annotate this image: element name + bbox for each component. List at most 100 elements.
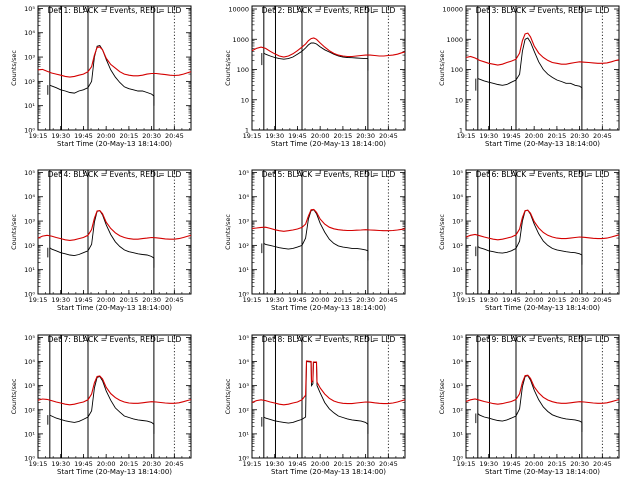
series-line-black (263, 42, 368, 60)
x-tick-label: 19:15 (243, 460, 262, 468)
y-axis-label: Counts/sec (438, 214, 446, 250)
y-tick-label: 10³ (452, 218, 463, 226)
x-tick-label: 20:15 (548, 132, 567, 140)
x-axis-label: Start Time (20-May-13 18:14:00) (271, 140, 386, 148)
y-axis-label: Counts/sec (224, 50, 232, 86)
panel-title: Det 1: BLACK = Events, RED = LLD (48, 6, 182, 15)
x-tick-label: 19:15 (29, 460, 48, 468)
detector-panel: Det 4: BLACK = Events, RED = LLD Counts/s… (10, 169, 192, 312)
y-tick-label: 10⁵ (452, 334, 463, 342)
x-tick-label: 20:45 (593, 296, 612, 304)
y-tick-label: 10¹ (238, 430, 249, 438)
y-tick-label: 10² (24, 242, 35, 250)
y-tick-label: 10⁰ (24, 127, 35, 135)
y-tick-label: 10⁰ (238, 455, 249, 463)
y-tick-label: 10⁵ (238, 169, 249, 177)
series-line-black (263, 360, 369, 425)
x-axis-label: Start Time (20-May-13 18:14:00) (57, 468, 172, 476)
y-tick-label: 10¹ (24, 102, 35, 110)
x-tick-label: 20:00 (311, 296, 330, 304)
x-tick-label: 19:30 (479, 460, 498, 468)
y-tick-label: 10⁴ (24, 358, 35, 366)
y-tick-label: 10⁴ (452, 193, 463, 201)
y-tick-label: 10³ (24, 218, 35, 226)
x-tick-label: 20:00 (97, 132, 116, 140)
y-axis-label: Counts/sec (438, 50, 446, 86)
x-tick-label: 20:30 (356, 296, 375, 304)
y-tick-label: 10¹ (238, 266, 249, 274)
marker-label: L (370, 335, 375, 344)
x-tick-label: 19:15 (457, 460, 476, 468)
y-tick-label: 10⁴ (238, 193, 249, 201)
x-tick-label: 19:45 (74, 460, 93, 468)
y-tick-label: 100 (237, 66, 249, 74)
series-line-red (37, 46, 192, 78)
x-tick-label: 19:30 (479, 296, 498, 304)
marker-label: L (156, 170, 161, 179)
marker-label: L (584, 170, 589, 179)
x-tick-label: 20:00 (525, 296, 544, 304)
y-tick-label: 1 (459, 127, 463, 135)
x-tick-label: 19:15 (457, 296, 476, 304)
x-tick-label: 19:45 (74, 132, 93, 140)
series-line-black (49, 375, 155, 425)
y-axis-label: Counts/sec (10, 50, 18, 86)
y-tick-label: 1 (245, 127, 249, 135)
x-tick-label: 20:15 (334, 296, 353, 304)
x-tick-label: 20:30 (142, 132, 161, 140)
series-line-red (37, 210, 192, 241)
x-tick-label: 19:15 (243, 132, 262, 140)
plot-frame (37, 5, 192, 131)
plot-frame (465, 169, 620, 295)
y-tick-label: 10³ (238, 382, 249, 390)
y-tick-label: 10³ (24, 54, 35, 62)
marker-label: L (156, 335, 161, 344)
plot-frame (251, 5, 406, 131)
x-axis-label: Start Time (20-May-13 18:14:00) (271, 468, 386, 476)
series-line-red (37, 375, 192, 406)
x-axis-label: Start Time (20-May-13 18:14:00) (57, 304, 172, 312)
series-line-black (477, 37, 583, 89)
x-tick-label: 19:30 (479, 132, 498, 140)
x-tick-label: 19:30 (51, 460, 70, 468)
x-tick-label: 19:30 (265, 296, 284, 304)
detector-panel: Det 1: BLACK = Events, RED = LLD Counts/s… (10, 5, 192, 148)
x-axis-label: Start Time (20-May-13 18:14:00) (485, 468, 600, 476)
x-tick-label: 20:45 (379, 296, 398, 304)
y-tick-label: 10⁵ (452, 169, 463, 177)
plot-frame (251, 334, 406, 459)
plot-frame (37, 169, 192, 295)
x-tick-label: 19:15 (29, 296, 48, 304)
panel-title: Det 9: BLACK = Events, RED = LLD (476, 335, 610, 344)
x-tick-label: 20:15 (548, 460, 567, 468)
plot-frame (465, 334, 620, 459)
detector-panel: Det 8: BLACK = Events, RED = LLD Counts/s… (224, 334, 406, 476)
x-tick-label: 20:30 (570, 296, 589, 304)
y-axis-label: Counts/sec (10, 214, 18, 250)
detector-panel: Det 2: BLACK = Events, RED = LLD Counts/s… (224, 5, 406, 148)
x-tick-label: 19:45 (288, 296, 307, 304)
x-axis-label: Start Time (20-May-13 18:14:00) (271, 304, 386, 312)
y-tick-label: 10⁰ (452, 291, 463, 299)
x-tick-label: 20:45 (379, 132, 398, 140)
y-axis-label: Counts/sec (224, 214, 232, 250)
marker-label: L (584, 6, 589, 15)
x-tick-label: 20:45 (593, 460, 612, 468)
y-tick-label: 10² (452, 406, 463, 414)
x-tick-label: 19:45 (502, 296, 521, 304)
y-tick-label: 1000 (446, 36, 463, 44)
y-tick-label: 10⁰ (238, 291, 249, 299)
x-tick-label: 19:15 (29, 132, 48, 140)
marker-label: L (370, 170, 375, 179)
plot-frame (251, 169, 406, 295)
y-tick-label: 10⁰ (24, 455, 35, 463)
y-tick-label: 10¹ (24, 430, 35, 438)
y-tick-label: 10¹ (24, 266, 35, 274)
x-tick-label: 20:15 (120, 296, 139, 304)
y-tick-label: 10² (238, 406, 249, 414)
x-tick-label: 19:45 (288, 460, 307, 468)
panel-title: Det 3: BLACK = Events, RED = LLD (476, 6, 610, 15)
x-axis-label: Start Time (20-May-13 18:14:00) (485, 140, 600, 148)
x-tick-label: 19:30 (51, 296, 70, 304)
